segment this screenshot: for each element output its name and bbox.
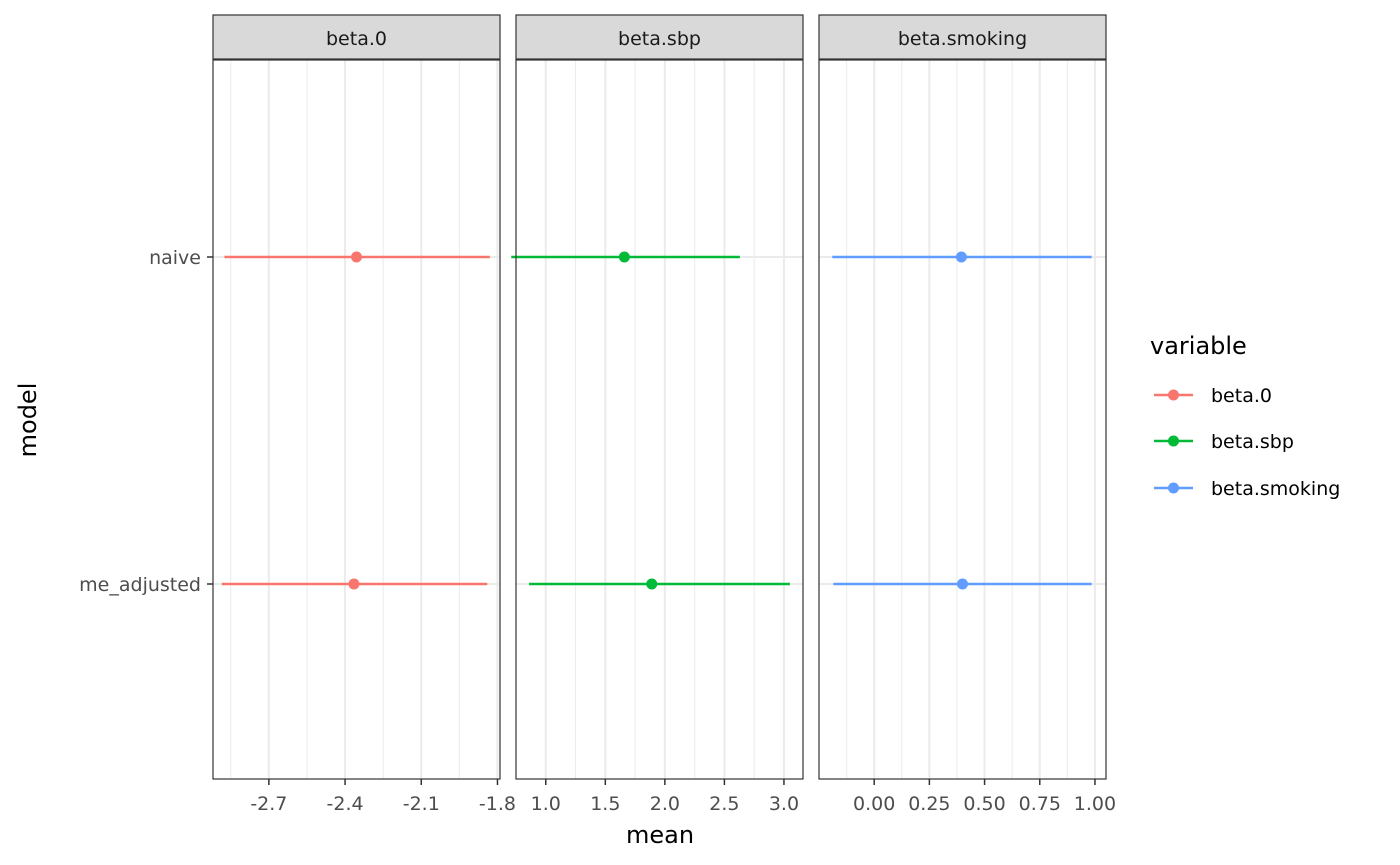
panel-border	[515, 59, 804, 780]
x-tick-label: 2.0	[650, 793, 680, 815]
facet-strip-label: beta.0	[326, 28, 387, 50]
facet-panel: beta.0 -2.7 -2.4 -2.1 -1.8	[212, 14, 516, 815]
y-tick-label: me_adjusted	[79, 574, 201, 596]
mean-point	[351, 251, 362, 263]
mean-point	[618, 251, 630, 263]
x-tick-label: -2.1	[403, 793, 440, 815]
x-axis-title: mean	[626, 821, 694, 849]
mean-point	[348, 578, 360, 590]
facet-strip	[515, 14, 804, 60]
mean-point	[955, 251, 967, 263]
legend-title: variable	[1150, 332, 1247, 360]
x-tick-label: 0.50	[963, 793, 1005, 815]
x-tick-label: -1.8	[479, 793, 516, 815]
y-axis: naive me_adjusted	[79, 247, 213, 596]
y-axis-title: model	[14, 383, 42, 458]
legend-label: beta.0	[1211, 385, 1272, 407]
x-tick-label: -2.4	[327, 793, 364, 815]
x-tick-label: -2.7	[250, 793, 287, 815]
x-tick-label: 1.0	[531, 793, 561, 815]
legend-key-point	[1168, 435, 1179, 447]
legend: variable beta.0 beta.sbp beta.smoking	[1150, 332, 1340, 500]
legend-label: beta.sbp	[1211, 431, 1294, 453]
legend-item: beta.0	[1154, 385, 1272, 407]
x-tick-label: 3.0	[769, 793, 799, 815]
y-tick-label: naive	[149, 247, 201, 269]
facet-panel: beta.sbp 1.0 1.5 2.0 2.5 3.0	[511, 14, 804, 815]
legend-item: beta.smoking	[1154, 478, 1340, 500]
facet-strip-label: beta.smoking	[898, 28, 1027, 50]
panel-background	[819, 60, 1106, 779]
panel-background	[516, 60, 803, 779]
facet-strip-label: beta.sbp	[618, 28, 701, 50]
mean-point	[957, 578, 968, 590]
panel-border	[212, 59, 501, 780]
panel-border	[818, 59, 1107, 780]
legend-label: beta.smoking	[1211, 478, 1340, 500]
facet-panel: beta.smoking 0.00 0.25 0.50 0.75 1.00	[818, 14, 1116, 815]
facet-strip	[212, 14, 501, 60]
x-tick-label: 1.5	[590, 793, 620, 815]
x-tick-label: 0.75	[1019, 793, 1061, 815]
x-tick-label: 0.00	[853, 793, 895, 815]
panel-background	[213, 60, 500, 779]
x-tick-label: 1.00	[1074, 793, 1116, 815]
x-tick-label: 2.5	[709, 793, 739, 815]
facet-panels: beta.0 -2.7 -2.4 -2.1 -1.8 beta.sbp 1.0 1.5 2.0 2…	[212, 14, 1116, 815]
x-tick-label: 0.25	[908, 793, 950, 815]
legend-key-point	[1168, 482, 1179, 494]
mean-point	[646, 578, 658, 590]
legend-item: beta.sbp	[1154, 431, 1294, 453]
legend-key-point	[1168, 389, 1179, 401]
facet-strip	[818, 14, 1107, 60]
